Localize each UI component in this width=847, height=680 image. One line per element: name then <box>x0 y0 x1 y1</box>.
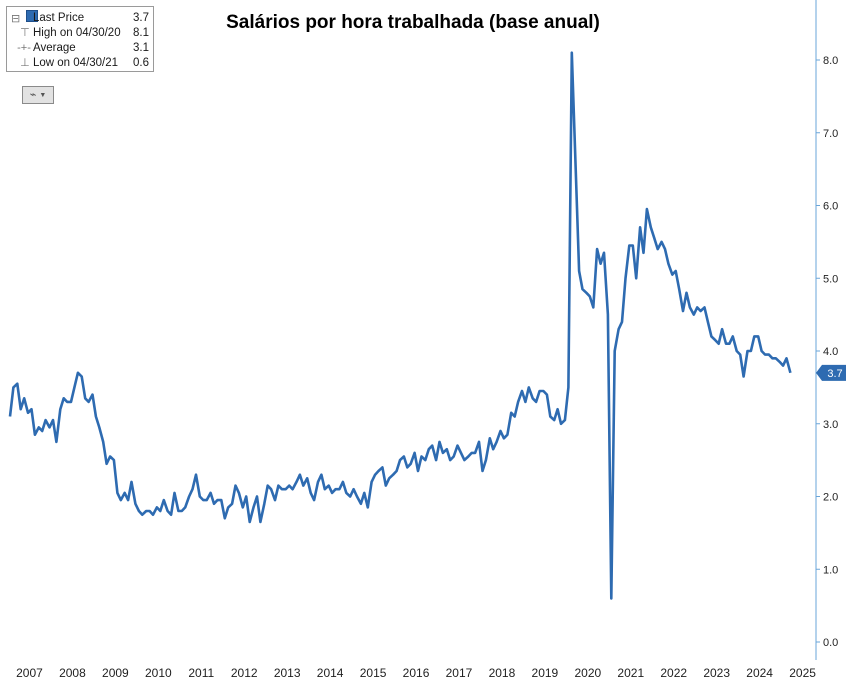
x-tick-label: 2019 <box>532 666 559 680</box>
chart-title: Salários por hora trabalhada (base anual… <box>226 12 600 33</box>
y-tick-label: 1.0 <box>823 564 838 576</box>
x-tick-label: 2025 <box>789 666 816 680</box>
chart-type-button[interactable]: ⌁ ▼ <box>22 86 54 104</box>
y-tick-label: 7.0 <box>823 128 838 140</box>
last-value-marker <box>816 364 846 381</box>
x-tick-label: 2013 <box>274 666 301 680</box>
legend: ⊟ Last Price 3.7 ⊤ High on 04/30/20 8.1 … <box>6 6 154 72</box>
x-tick-label: 2021 <box>617 666 644 680</box>
x-tick-label: 2011 <box>188 666 214 680</box>
x-tick-label: 2023 <box>703 666 730 680</box>
low-marker-icon: ⊥ <box>11 57 30 69</box>
legend-label: High on 04/30/20 <box>33 26 121 39</box>
y-tick-label: 5.0 <box>823 273 838 285</box>
legend-value: 0.6 <box>133 56 149 69</box>
legend-value: 3.7 <box>133 11 149 24</box>
last-value-badge: 3.7 <box>816 364 846 381</box>
plot-area <box>8 51 792 600</box>
series-line <box>8 51 792 600</box>
x-tick-label: 2012 <box>231 666 258 680</box>
x-tick-label: 2009 <box>102 666 129 680</box>
x-tick-label: 2008 <box>59 666 86 680</box>
legend-label: Low on 04/30/21 <box>33 56 119 69</box>
legend-item-high[interactable]: ⊤ High on 04/30/20 8.1 <box>11 25 149 40</box>
legend-item-low[interactable]: ⊥ Low on 04/30/21 0.6 <box>11 55 149 70</box>
legend-value: 8.1 <box>133 26 149 39</box>
x-tick-label: 2020 <box>574 666 601 680</box>
y-axis: 0.0 1.0 2.0 3.0 4.0 5.0 6.0 7.0 8.0 <box>815 0 838 660</box>
line-chart-icon: ⌁ <box>29 88 37 101</box>
y-tick-label: 0.0 <box>823 637 838 649</box>
legend-value: 3.1 <box>133 41 149 54</box>
legend-label: Last Price <box>33 11 85 24</box>
x-tick-label: 2017 <box>446 666 473 680</box>
x-tick-label: 2024 <box>746 666 773 680</box>
average-marker-icon: -+- <box>11 41 31 54</box>
x-tick-label: 2007 <box>16 666 43 680</box>
chevron-down-icon: ▼ <box>39 91 47 99</box>
x-axis: 2007 2008 2009 2010 2011 2012 2013 2014 2015 2016… <box>16 666 816 680</box>
square-icon: ⊟ <box>11 10 39 25</box>
legend-item-average[interactable]: -+- Average 3.1 <box>11 40 149 55</box>
x-tick-label: 2010 <box>145 666 172 680</box>
y-tick-label: 4.0 <box>823 346 838 358</box>
x-tick-label: 2015 <box>360 666 387 680</box>
legend-label: Average <box>33 41 76 54</box>
y-tick-label: 2.0 <box>823 492 838 504</box>
legend-item-last-price[interactable]: ⊟ Last Price 3.7 <box>11 10 149 25</box>
x-tick-label: 2014 <box>317 666 344 680</box>
last-value-label: 3.7 <box>827 368 842 380</box>
x-tick-label: 2018 <box>489 666 516 680</box>
x-tick-label: 2022 <box>660 666 687 680</box>
x-tick-label: 2016 <box>403 666 430 680</box>
y-tick-label: 8.0 <box>823 55 838 67</box>
y-tick-label: 6.0 <box>823 201 838 213</box>
y-tick-label: 3.0 <box>823 419 838 431</box>
high-marker-icon: ⊤ <box>11 27 30 39</box>
